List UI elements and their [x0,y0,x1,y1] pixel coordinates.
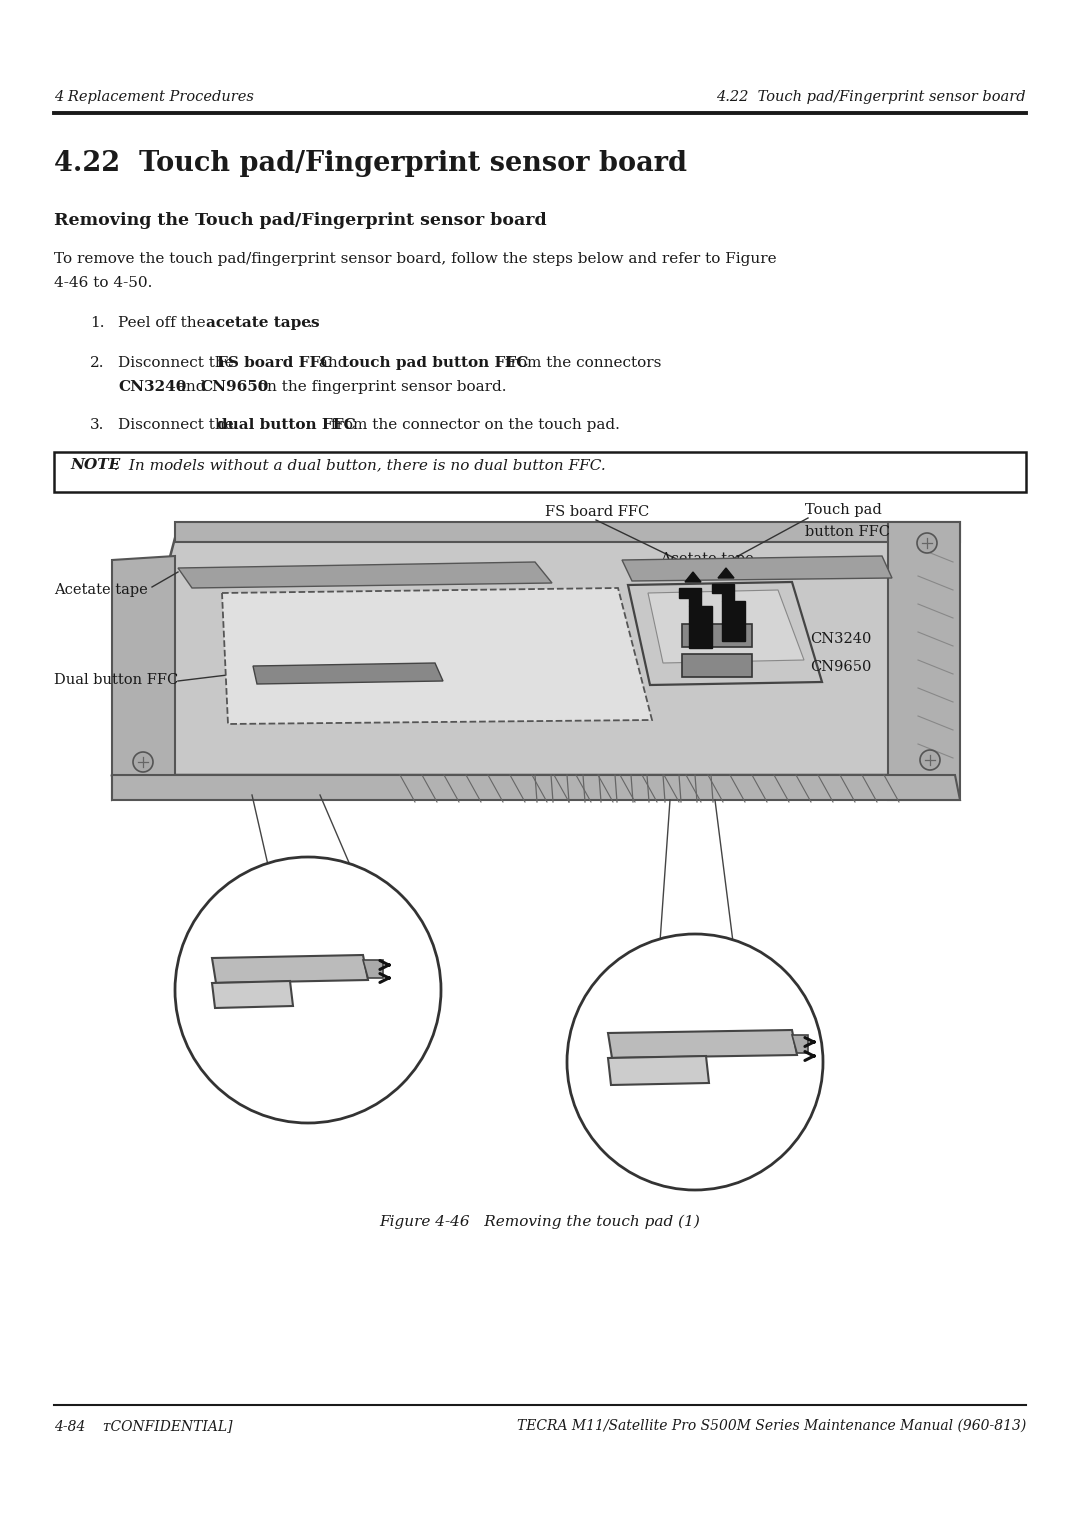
Polygon shape [681,654,752,677]
Polygon shape [712,584,734,601]
Polygon shape [222,588,652,724]
Text: CN9650: CN9650 [200,380,268,394]
Text: FS board FFC: FS board FFC [545,504,649,520]
Text: 4-84    ᴛCONFIDENTIAL]: 4-84 ᴛCONFIDENTIAL] [54,1420,232,1433]
Circle shape [917,533,937,553]
Polygon shape [112,775,960,801]
Polygon shape [718,568,734,578]
Text: and: and [172,380,211,394]
Text: Figure 4-46   Removing the touch pad (1): Figure 4-46 Removing the touch pad (1) [379,1215,701,1230]
Text: To remove the touch pad/fingerprint sensor board, follow the steps below and ref: To remove the touch pad/fingerprint sens… [54,252,777,266]
Text: from the connectors: from the connectors [500,356,661,370]
Polygon shape [175,523,960,542]
Text: 3.: 3. [90,419,105,432]
Polygon shape [608,1056,708,1085]
Text: dual button FFC: dual button FFC [217,419,355,432]
Text: Acetate tape: Acetate tape [54,584,148,597]
Circle shape [567,934,823,1190]
Text: Disconnect the: Disconnect the [118,419,239,432]
Text: 4-46 to 4-50.: 4-46 to 4-50. [54,277,152,290]
Text: on the fingerprint sensor board.: on the fingerprint sensor board. [253,380,507,394]
Text: 4 Replacement Procedures: 4 Replacement Procedures [54,90,254,104]
Polygon shape [723,601,745,642]
Polygon shape [627,582,822,685]
Text: acetate tapes: acetate tapes [206,316,320,330]
Polygon shape [681,623,752,646]
Text: 4.22  Touch pad/Fingerprint sensor board: 4.22 Touch pad/Fingerprint sensor board [54,150,687,177]
Text: Dual button FFC: Dual button FFC [54,672,178,688]
Polygon shape [363,960,383,978]
Text: CN9650: CN9650 [810,660,872,674]
Text: from the connector on the touch pad.: from the connector on the touch pad. [326,419,620,432]
Circle shape [920,750,940,770]
FancyBboxPatch shape [54,452,1026,492]
Text: button FFC: button FFC [805,526,890,539]
Text: 2.: 2. [90,356,105,370]
Polygon shape [112,538,955,775]
Text: CN3240: CN3240 [118,380,187,394]
Text: Removing the Touch pad/Fingerprint sensor board: Removing the Touch pad/Fingerprint senso… [54,212,546,229]
Polygon shape [608,1030,797,1057]
Text: Peel off the: Peel off the [118,316,211,330]
Text: :  In models without a dual button, there is no dual button FFC.: : In models without a dual button, there… [114,458,606,472]
Text: FS board FFC: FS board FFC [217,356,333,370]
Text: TECRA M11/Satellite Pro S500M Series Maintenance Manual (960-813): TECRA M11/Satellite Pro S500M Series Mai… [516,1420,1026,1433]
Polygon shape [679,588,701,607]
Text: and: and [314,356,352,370]
Polygon shape [212,981,293,1008]
Polygon shape [689,607,712,648]
Text: touch pad button FFC: touch pad button FFC [342,356,528,370]
Text: 4.22  Touch pad/Fingerprint sensor board: 4.22 Touch pad/Fingerprint sensor board [716,90,1026,104]
Polygon shape [888,523,960,801]
Polygon shape [685,571,701,582]
Text: 1.: 1. [90,316,105,330]
Polygon shape [212,955,368,983]
Polygon shape [178,562,552,588]
Text: Disconnect the: Disconnect the [118,356,239,370]
Text: Acetate tape: Acetate tape [660,552,754,565]
Polygon shape [112,556,175,801]
Circle shape [133,752,153,772]
Polygon shape [792,1034,808,1053]
Text: Touch pad: Touch pad [805,503,881,516]
Text: NOTE: NOTE [70,458,120,472]
Text: CN3240: CN3240 [810,633,872,646]
Polygon shape [622,556,892,581]
Polygon shape [648,590,804,663]
Text: .: . [308,316,313,330]
Circle shape [175,857,441,1123]
Polygon shape [253,663,443,685]
